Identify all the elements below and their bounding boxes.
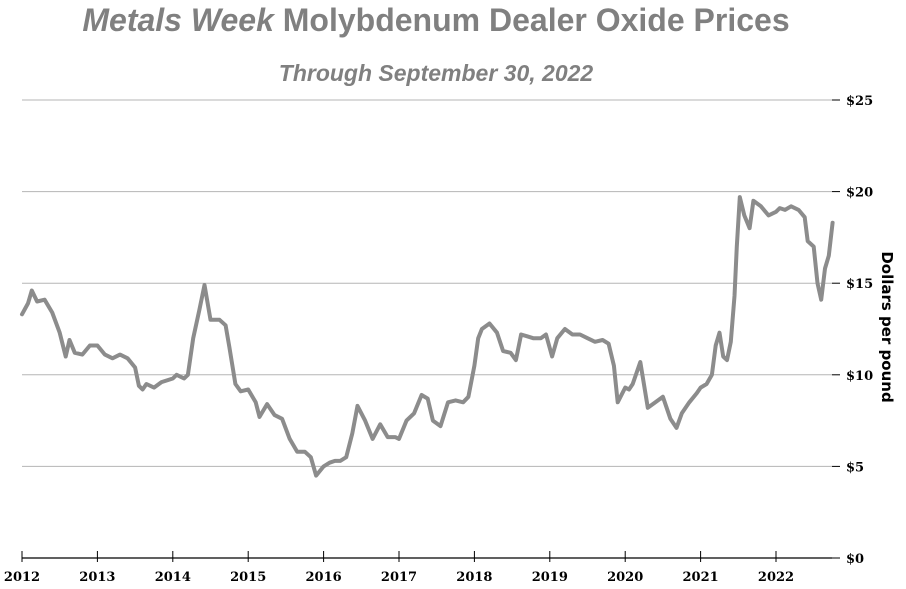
chart-subtitle: Through September 30, 2022 <box>278 60 594 86</box>
x-tick-label: 2017 <box>381 570 417 585</box>
y-tick-label: $0 <box>846 552 864 567</box>
x-tick-label: 2013 <box>79 570 115 585</box>
x-tick-label: 2018 <box>456 570 492 585</box>
y-tick-label: $10 <box>846 369 873 384</box>
x-tick-label: 2015 <box>230 570 266 585</box>
gridlines <box>22 99 832 467</box>
x-tick-label: 2012 <box>4 570 40 585</box>
chart-title-rest: Molybdenum Dealer Oxide Prices <box>273 2 790 38</box>
x-tick-label: 2014 <box>155 570 191 585</box>
y-tick-label: $15 <box>846 277 873 292</box>
series-layer <box>20 195 835 478</box>
y-axis-label: Dollars per pound <box>878 251 896 402</box>
x-tick-label: 2021 <box>683 570 719 585</box>
x-tick-label: 2019 <box>532 570 568 585</box>
series-line-0 <box>20 195 835 478</box>
chart-title: Metals Week Molybdenum Dealer Oxide Pric… <box>0 2 872 39</box>
y-tick-label: $20 <box>846 186 873 201</box>
y-tick-label: $25 <box>846 94 873 109</box>
y-tick-label: $5 <box>846 460 864 475</box>
axes <box>21 99 840 562</box>
x-tick-labels: 2012 2013 2014 2015 2016 2017 2018 2019 2020 2021… <box>4 570 794 585</box>
x-tick-label: 2016 <box>306 570 342 585</box>
x-tick-label: 2020 <box>607 570 643 585</box>
chart-title-italic: Metals Week <box>82 2 274 38</box>
x-tick-label: 2022 <box>758 570 794 585</box>
y-tick-labels: $0 $5 $10 $15 $20 $25 <box>846 94 873 567</box>
